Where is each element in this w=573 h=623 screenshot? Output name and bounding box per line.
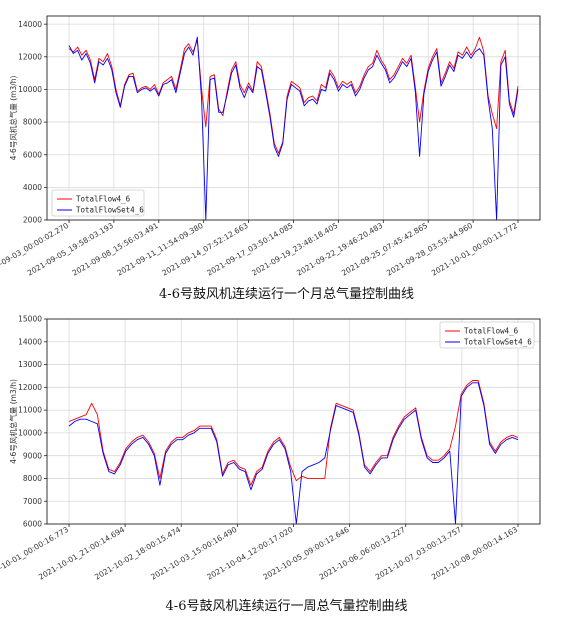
y-tick-label: 4000	[23, 183, 42, 192]
legend-box	[51, 189, 145, 217]
y-tick-label: 13000	[18, 360, 42, 369]
x-tick-label: 2021-10-01_00:00:11.772	[430, 221, 519, 278]
legend-label: TotalFlow4_6	[76, 195, 131, 204]
y-axis-label: 4-6号风机总气量 (m3/h)	[8, 379, 18, 464]
y-tick-label: 2000	[23, 216, 42, 225]
legend-box	[439, 321, 535, 349]
y-tick-label: 8000	[23, 474, 42, 483]
weekly-flow-chart: 6000 7000 8000 9000 10000 11000 12000 13000 1400…	[0, 315, 541, 582]
monthly-flow-chart-panel: 2000 4000 6000 8000 10000 12000 14000 2021-09-0…	[0, 0, 573, 310]
weekly-flow-chart-panel: 6000 7000 8000 9000 10000 11000 12000 13000 1400…	[0, 310, 573, 623]
y-tick-label: 10000	[18, 85, 42, 94]
y-tick-label: 6000	[23, 150, 42, 159]
legend-label: TotalFlowSet4_6	[76, 206, 144, 215]
y-tick-label: 14000	[18, 337, 42, 346]
monthly-flow-chart: 20004000600080001000012000140002021-09-0…	[0, 15, 541, 278]
y-tick-label: 6000	[23, 520, 42, 529]
y-tick-label: 12000	[18, 383, 42, 392]
y-tick-label: 14000	[18, 20, 42, 29]
y-tick-label: 8000	[23, 118, 42, 127]
series-line-totalflow4_6	[68, 380, 519, 486]
y-tick-label: 15000	[18, 315, 42, 324]
legend-label: TotalFlow4_6	[464, 327, 519, 336]
y-axis-label: 4-6号风机总气量 (m3/h)	[8, 76, 18, 161]
series-line-totalflow4_6	[68, 36, 519, 154]
y-tick-label: 10000	[18, 428, 42, 437]
chart-caption-monthly: 4-6号鼓风机连续运行一个月总气量控制曲线	[159, 287, 414, 302]
y-tick-label: 12000	[18, 52, 42, 61]
y-tick-label: 7000	[23, 497, 42, 506]
series-line-totalflowset4_6	[68, 382, 519, 525]
series-line-totalflowset4_6	[68, 36, 519, 221]
legend-label: TotalFlowSet4_6	[464, 338, 532, 347]
y-tick-label: 9000	[23, 451, 42, 460]
x-tick-label: 2021-10-01_00:00:16.773	[0, 525, 70, 582]
chart-caption-weekly: 4-6号鼓风机连续运行一周总气量控制曲线	[165, 599, 408, 614]
y-tick-label: 11000	[18, 406, 42, 415]
